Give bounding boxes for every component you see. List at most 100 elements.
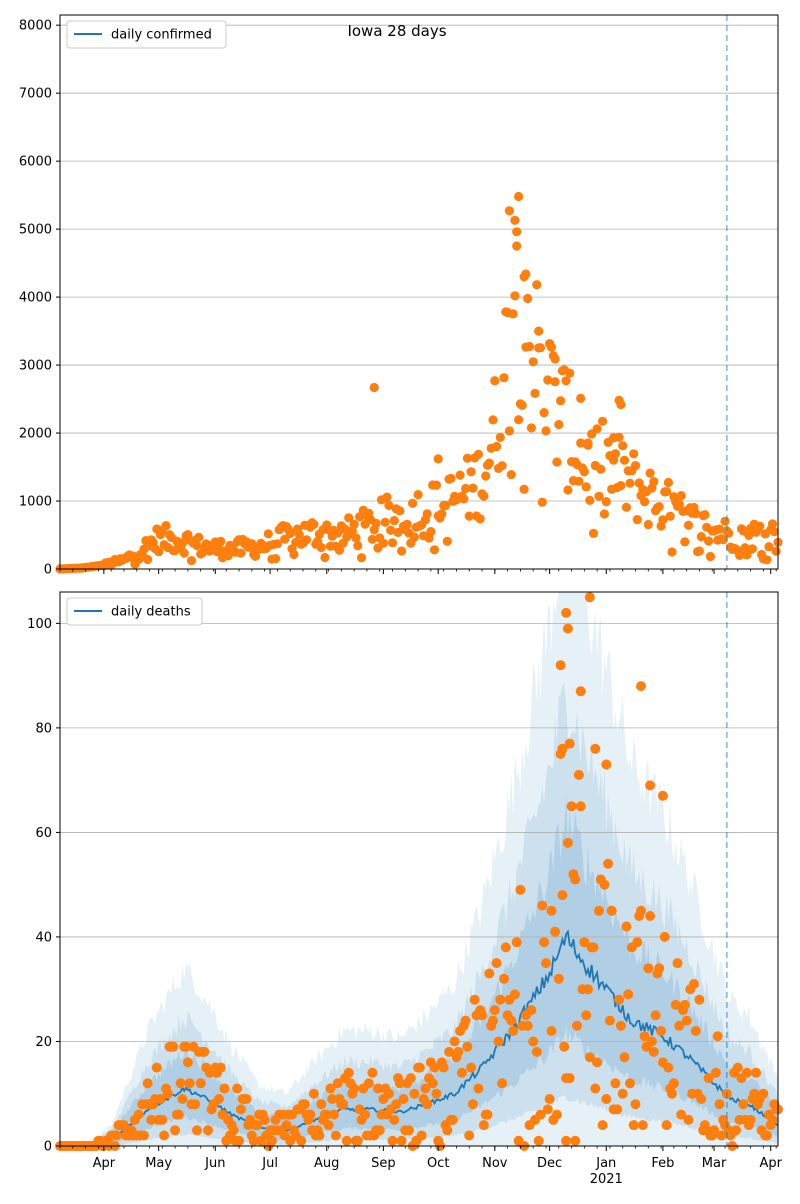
confirmed-point bbox=[705, 551, 716, 562]
confirmed-point bbox=[464, 511, 474, 521]
deaths-point bbox=[738, 1099, 749, 1110]
deaths-point bbox=[667, 1088, 677, 1099]
deaths-point bbox=[570, 874, 581, 885]
deaths-point bbox=[215, 1062, 226, 1073]
confirmed-point bbox=[186, 556, 197, 566]
deaths-point bbox=[553, 973, 564, 984]
deaths-point bbox=[561, 607, 572, 618]
deaths-point bbox=[493, 1036, 504, 1047]
deaths-point bbox=[583, 984, 593, 995]
x-tick-label: Oct bbox=[427, 1156, 449, 1171]
confirmed-point bbox=[621, 502, 632, 512]
confirmed-point bbox=[371, 518, 381, 529]
deaths-point bbox=[672, 958, 683, 969]
deaths-point bbox=[444, 1046, 455, 1057]
confirmed-point bbox=[497, 461, 507, 471]
deaths-point bbox=[497, 1078, 508, 1089]
deaths-point bbox=[329, 1109, 339, 1120]
confirmed-point bbox=[389, 516, 399, 526]
confirmed-point bbox=[384, 500, 394, 510]
deaths-point bbox=[259, 1114, 270, 1125]
confirmed-panel: 0 1000 2000 3000 4000 5000 6000 7000 8000 Iowa 2… bbox=[19, 14, 783, 578]
confirmed-point bbox=[632, 515, 642, 525]
confirmed-point bbox=[461, 483, 471, 494]
deaths-point bbox=[663, 1062, 674, 1073]
confirmed-point bbox=[649, 477, 659, 487]
deaths-point bbox=[632, 937, 643, 948]
deaths-point bbox=[508, 1026, 519, 1036]
confirmed-point bbox=[408, 498, 418, 508]
deaths-point bbox=[681, 1015, 692, 1026]
deaths-point bbox=[710, 1067, 721, 1078]
confirmed-point bbox=[517, 400, 527, 410]
deaths-point bbox=[599, 879, 610, 890]
deaths-point bbox=[621, 921, 632, 932]
deaths-point bbox=[228, 1125, 239, 1136]
confirmed-point bbox=[654, 502, 664, 512]
confirmed-point bbox=[523, 293, 533, 304]
confirmed-point bbox=[512, 227, 522, 237]
deaths-point bbox=[604, 1015, 615, 1026]
deaths-point bbox=[603, 858, 614, 869]
deaths-point bbox=[535, 1109, 546, 1120]
deaths-point bbox=[252, 1120, 263, 1131]
deaths-point bbox=[511, 937, 522, 948]
deaths-point bbox=[473, 1083, 484, 1094]
deaths-point bbox=[484, 968, 495, 979]
x-tick-label: May bbox=[145, 1156, 172, 1171]
deaths-point bbox=[617, 1088, 628, 1099]
confirmed-point bbox=[413, 490, 423, 500]
confirmed-point bbox=[663, 477, 674, 488]
deaths-point bbox=[601, 1094, 612, 1104]
deaths-point bbox=[732, 1062, 743, 1073]
deaths-point bbox=[619, 1052, 630, 1063]
confirmed-point bbox=[565, 368, 575, 378]
x-year-label: 2021 bbox=[590, 1172, 623, 1187]
deaths-point bbox=[562, 623, 573, 634]
deaths-point bbox=[155, 1094, 166, 1104]
y-tick-label: 60 bbox=[35, 826, 52, 841]
confirmed-point bbox=[431, 480, 441, 490]
deaths-point bbox=[203, 1125, 213, 1136]
deaths-point bbox=[751, 1067, 762, 1078]
confirmed-legend: daily confirmed bbox=[66, 20, 227, 49]
deaths-point bbox=[219, 1083, 230, 1094]
deaths-point bbox=[566, 801, 577, 812]
confirmed-point bbox=[462, 453, 472, 463]
deaths-point bbox=[581, 1010, 592, 1021]
confirmed-point bbox=[475, 514, 485, 524]
deaths-point bbox=[162, 1088, 173, 1099]
confirmed-point bbox=[216, 536, 226, 547]
deaths-point bbox=[659, 931, 670, 942]
confirmed-point bbox=[764, 542, 774, 552]
x-tick-label: Nov bbox=[482, 1156, 508, 1171]
confirmed-point bbox=[640, 497, 650, 507]
deaths-point bbox=[396, 1135, 407, 1146]
confirmed-point bbox=[437, 509, 447, 519]
deaths-point bbox=[495, 994, 506, 1005]
confirmed-point bbox=[490, 376, 500, 386]
confirmed-point bbox=[466, 467, 476, 477]
deaths-point bbox=[610, 1078, 621, 1089]
confirmed-point bbox=[530, 388, 540, 398]
uncertainty-band bbox=[60, 592, 778, 1146]
deaths-point bbox=[232, 1083, 243, 1094]
deaths-point bbox=[181, 1041, 192, 1052]
confirmed-point bbox=[378, 538, 388, 548]
confirmed-point bbox=[320, 552, 330, 563]
deaths-point bbox=[716, 1130, 727, 1141]
confirmed-point bbox=[537, 497, 547, 507]
deaths-point bbox=[192, 1125, 202, 1136]
confirmed-point bbox=[402, 519, 412, 530]
deaths-point bbox=[456, 1067, 467, 1078]
deaths-point bbox=[639, 1031, 650, 1042]
deaths-legend: daily deaths bbox=[66, 597, 203, 626]
deaths-point bbox=[469, 994, 480, 1005]
deaths-point bbox=[551, 1109, 562, 1120]
deaths-point bbox=[614, 994, 625, 1005]
deaths-point bbox=[575, 801, 586, 812]
deaths-point bbox=[142, 1078, 153, 1089]
deaths-points bbox=[55, 592, 783, 1151]
confirmed-point bbox=[271, 554, 281, 564]
